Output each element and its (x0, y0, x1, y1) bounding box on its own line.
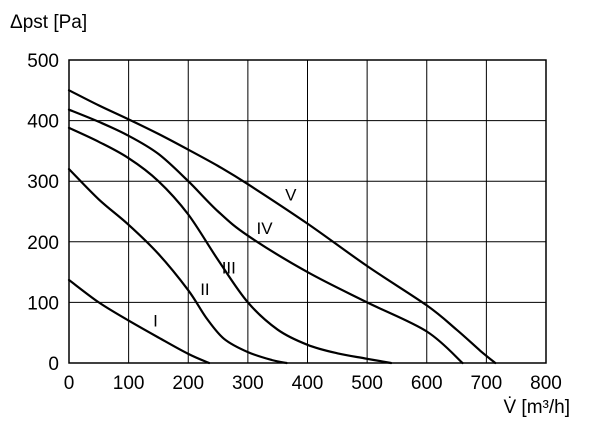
y-tick-label-400: 400 (27, 112, 59, 133)
x-tick-label-500: 500 (351, 373, 383, 394)
curve-II (67, 168, 288, 365)
curve-label-II: II (200, 280, 209, 299)
x-tick-label-200: 200 (172, 373, 204, 394)
x-tick-label-0: 0 (64, 373, 75, 394)
plot-frame (68, 59, 547, 364)
curve-I (67, 278, 211, 365)
x-tick-label-300: 300 (232, 373, 264, 394)
x-axis-label: V̇ [m³/h] (503, 397, 570, 418)
y-tick-label-100: 100 (27, 293, 59, 314)
y-tick-label-300: 300 (27, 172, 59, 193)
y-axis-ticks: 0 100 200 300 400 500 (27, 51, 59, 375)
grid (68, 59, 547, 364)
y-axis-label: Δpst [Pa] (10, 12, 87, 33)
x-tick-label-700: 700 (471, 373, 503, 394)
curve-label-III: III (222, 258, 236, 277)
x-tick-label-800: 800 (530, 373, 562, 394)
x-tick-label-400: 400 (292, 373, 324, 394)
curve-label-IV: IV (257, 219, 274, 238)
curve-V (67, 89, 497, 365)
curve-label-I: I (153, 312, 158, 331)
curve-label-V: V (285, 186, 297, 205)
x-tick-label-100: 100 (113, 373, 145, 394)
y-tick-label-0: 0 (48, 354, 59, 375)
y-tick-label-500: 500 (27, 51, 59, 72)
curves (67, 89, 497, 365)
y-tick-label-200: 200 (27, 233, 59, 254)
curve-IV (67, 108, 464, 365)
curve-III (67, 126, 393, 365)
x-tick-label-600: 600 (411, 373, 443, 394)
x-axis-ticks: 0 100 200 300 400 500 600 700 800 (64, 373, 562, 394)
